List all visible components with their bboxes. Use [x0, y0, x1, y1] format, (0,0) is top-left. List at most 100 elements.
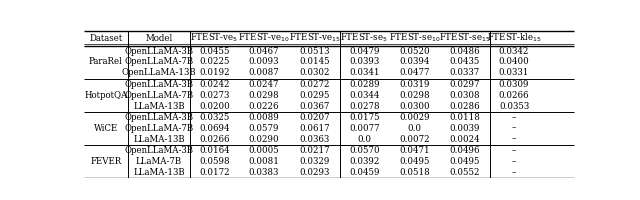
Text: 0.0289: 0.0289 [349, 80, 380, 89]
Text: 0.0145: 0.0145 [300, 57, 330, 66]
Text: 0.0225: 0.0225 [199, 57, 230, 66]
Text: FTEST-ve$_{10}$: FTEST-ve$_{10}$ [238, 32, 290, 44]
Text: 0.0496: 0.0496 [450, 146, 480, 155]
Text: 0.0272: 0.0272 [300, 80, 330, 89]
Text: 0.0455: 0.0455 [199, 47, 230, 56]
Text: 0.0552: 0.0552 [450, 168, 480, 177]
Text: 0.0072: 0.0072 [399, 135, 429, 144]
Text: 0.0331: 0.0331 [499, 68, 529, 77]
Text: 0.0392: 0.0392 [349, 157, 380, 166]
Text: 0.0477: 0.0477 [399, 68, 429, 77]
Text: 0.0495: 0.0495 [450, 157, 480, 166]
Text: 0.0513: 0.0513 [300, 47, 330, 56]
Text: OpenLLaMA-3B: OpenLLaMA-3B [124, 80, 193, 89]
Text: FTEST-se$_{15}$: FTEST-se$_{15}$ [439, 32, 491, 44]
Text: –: – [512, 157, 516, 166]
Text: HotpotQA: HotpotQA [84, 91, 127, 100]
Text: 0.0598: 0.0598 [199, 157, 230, 166]
Text: 0.0479: 0.0479 [349, 47, 380, 56]
Text: 0.0393: 0.0393 [349, 57, 380, 66]
Text: 0.0383: 0.0383 [249, 168, 279, 177]
Text: OpenLLaMA-7B: OpenLLaMA-7B [124, 57, 193, 66]
Text: 0.0175: 0.0175 [349, 113, 380, 122]
Text: 0.0435: 0.0435 [450, 57, 480, 66]
Text: 0.0164: 0.0164 [199, 146, 230, 155]
Text: 0.0293: 0.0293 [300, 168, 330, 177]
Text: LLaMA-13B: LLaMA-13B [133, 168, 185, 177]
Text: 0.0118: 0.0118 [449, 113, 481, 122]
Text: 0.0172: 0.0172 [199, 168, 230, 177]
Text: Dataset: Dataset [89, 34, 122, 43]
Text: LLaMA-13B: LLaMA-13B [133, 102, 185, 111]
Text: 0.0337: 0.0337 [450, 68, 480, 77]
Text: FTEST-ve$_5$: FTEST-ve$_5$ [191, 32, 239, 44]
Text: 0.0266: 0.0266 [499, 91, 529, 100]
Text: OpenLLaMA-3B: OpenLLaMA-3B [124, 146, 193, 155]
Text: 0.0029: 0.0029 [399, 113, 429, 122]
Text: 0.0308: 0.0308 [449, 91, 480, 100]
Text: 0.0471: 0.0471 [399, 146, 429, 155]
Text: 0.0077: 0.0077 [349, 124, 380, 133]
Text: 0.0298: 0.0298 [249, 91, 279, 100]
Text: 0.0400: 0.0400 [499, 57, 529, 66]
Text: 0.0309: 0.0309 [499, 80, 529, 89]
Text: 0.0242: 0.0242 [199, 80, 230, 89]
Text: 0.0694: 0.0694 [199, 124, 230, 133]
Text: 0.0300: 0.0300 [399, 102, 429, 111]
Text: 0.0093: 0.0093 [249, 57, 279, 66]
Text: 0.0024: 0.0024 [449, 135, 480, 144]
Text: 0.0247: 0.0247 [249, 80, 279, 89]
Text: 0.0486: 0.0486 [449, 47, 480, 56]
Text: –: – [512, 146, 516, 155]
Text: ParaRel: ParaRel [89, 57, 123, 66]
Text: 0.0353: 0.0353 [499, 102, 529, 111]
Text: 0.0459: 0.0459 [349, 168, 380, 177]
Text: FEVER: FEVER [90, 157, 122, 166]
Text: 0.0467: 0.0467 [249, 47, 279, 56]
Text: OpenLLaMA-13B: OpenLLaMA-13B [122, 68, 196, 77]
Text: 0.0570: 0.0570 [349, 146, 380, 155]
Text: 0.0579: 0.0579 [249, 124, 279, 133]
Text: –: – [512, 124, 516, 133]
Text: FTEST-se$_5$: FTEST-se$_5$ [340, 32, 388, 44]
Text: 0.0617: 0.0617 [300, 124, 330, 133]
Text: WiCE: WiCE [93, 124, 118, 133]
Text: LLaMA-13B: LLaMA-13B [133, 135, 185, 144]
Text: FTEST-se$_{10}$: FTEST-se$_{10}$ [388, 32, 440, 44]
Text: 0.0329: 0.0329 [300, 157, 330, 166]
Text: 0.0290: 0.0290 [249, 135, 279, 144]
Text: 0.0295: 0.0295 [300, 91, 330, 100]
Text: 0.0217: 0.0217 [300, 146, 330, 155]
Text: 0.0039: 0.0039 [450, 124, 480, 133]
Text: 0.0344: 0.0344 [349, 91, 380, 100]
Text: 0.0518: 0.0518 [399, 168, 429, 177]
Text: 0.0363: 0.0363 [300, 135, 330, 144]
Text: 0.0273: 0.0273 [199, 91, 230, 100]
Text: 0.0266: 0.0266 [199, 135, 230, 144]
Text: 0.0192: 0.0192 [199, 68, 230, 77]
Text: 0.0005: 0.0005 [249, 146, 280, 155]
Text: Model: Model [145, 34, 173, 43]
Text: OpenLLaMA-3B: OpenLLaMA-3B [124, 113, 193, 122]
Text: OpenLLaMA-7B: OpenLLaMA-7B [124, 124, 193, 133]
Text: 0.0495: 0.0495 [399, 157, 429, 166]
Text: 0.0325: 0.0325 [199, 113, 230, 122]
Text: 0.0226: 0.0226 [249, 102, 279, 111]
Text: 0.0297: 0.0297 [450, 80, 480, 89]
Text: FTEST-kle$_{15}$: FTEST-kle$_{15}$ [486, 32, 541, 44]
Text: –: – [512, 168, 516, 177]
Text: 0.0394: 0.0394 [399, 57, 429, 66]
Text: OpenLLaMA-3B: OpenLLaMA-3B [124, 47, 193, 56]
Text: 0.0200: 0.0200 [199, 102, 230, 111]
Text: 0.0342: 0.0342 [499, 47, 529, 56]
Text: 0.0: 0.0 [407, 124, 421, 133]
Text: 0.0341: 0.0341 [349, 68, 380, 77]
Text: 0.0298: 0.0298 [399, 91, 429, 100]
Text: –: – [512, 135, 516, 144]
Text: 0.0278: 0.0278 [349, 102, 380, 111]
Text: 0.0286: 0.0286 [449, 102, 480, 111]
Text: 0.0302: 0.0302 [300, 68, 330, 77]
Text: OpenLLaMA-7B: OpenLLaMA-7B [124, 91, 193, 100]
Text: 0.0520: 0.0520 [399, 47, 429, 56]
Text: FTEST-ve$_{15}$: FTEST-ve$_{15}$ [289, 32, 340, 44]
